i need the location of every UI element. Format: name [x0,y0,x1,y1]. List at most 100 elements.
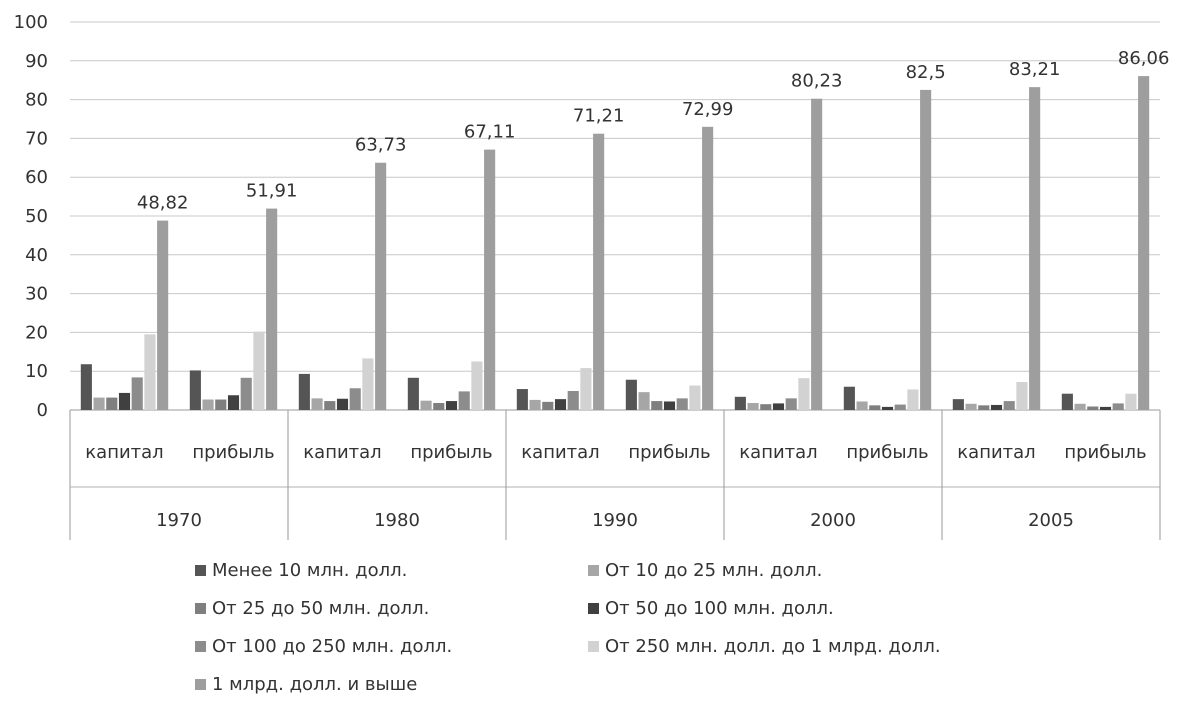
legend-swatch [195,603,206,614]
bar [240,377,252,410]
bar [407,377,419,410]
bar [1087,406,1099,410]
x-tick-label: капитал [303,442,381,463]
x-tick-label: капитал [739,442,817,463]
legend-swatch [588,641,599,652]
bar [965,403,977,410]
bar [1099,406,1112,410]
data-label: 72,99 [682,99,734,120]
bar [266,208,278,410]
bar [856,401,868,410]
bar [324,401,336,410]
legend-swatch [195,641,206,652]
bar [118,392,131,410]
y-tick-label: 80 [25,90,48,111]
bar [529,399,541,410]
bar [702,126,714,410]
bars [80,76,1150,411]
bar [1074,403,1086,410]
x-tick-label: прибыль [628,442,710,463]
y-tick-label: 90 [25,51,48,72]
x-axis: капитал прибыль капитал прибыль капитал прибы… [69,410,1161,540]
group-label: 2005 [1028,510,1074,531]
bar [484,149,496,410]
bar [554,399,567,410]
bar [734,396,746,410]
bar [189,370,201,410]
bar [1016,382,1028,410]
x-tick-label: прибыль [846,442,928,463]
bar [580,368,592,410]
bar [869,405,881,410]
bar [362,358,374,410]
bar [747,403,759,410]
legend-item: От 50 до 100 млн. долл. [588,598,834,619]
y-tick-label: 30 [25,284,48,305]
y-tick-label: 50 [25,206,48,227]
bar [131,377,143,410]
legend-label: От 100 до 250 млн. долл. [212,636,453,657]
bar [516,389,528,410]
bar [1003,401,1015,410]
bar [420,400,432,410]
legend-swatch [588,603,599,614]
bar [663,401,676,410]
group-label: 2000 [810,510,856,531]
legend-label: Менее 10 млн. долл. [212,560,408,581]
legend-item: 1 млрд. долл. и выше [195,674,417,695]
bar [798,378,810,410]
group-label: 1990 [592,510,638,531]
data-label: 82,5 [906,62,946,83]
bar [1125,393,1137,410]
legend-swatch [195,565,206,576]
y-tick-label: 70 [25,128,48,149]
y-tick-label: 40 [25,245,48,266]
x-tick-label: капитал [85,442,163,463]
x-tick-label: капитал [957,442,1035,463]
bar [1029,87,1041,410]
bar [458,391,470,410]
data-label: 51,91 [246,181,298,202]
bar [920,89,932,411]
bar [567,390,579,410]
bar [978,405,990,410]
data-label: 80,23 [791,71,843,92]
bar [772,403,785,410]
legend-label: 1 млрд. долл. и выше [212,674,418,695]
y-tick-label: 60 [25,167,48,188]
x-tick-label: прибыль [192,442,274,463]
bar [952,399,964,410]
legend-item: От 250 млн. долл. до 1 млрд. долл. [588,636,941,657]
gridlines [70,21,1160,411]
bar [349,388,361,410]
bar [542,401,554,410]
data-labels: 48,82 51,91 63,73 67,11 71,21 72,99 80,23 82,5 8… [137,48,1170,213]
bar [157,220,169,410]
bar [227,395,240,410]
y-tick-label: 0 [37,400,48,421]
data-label: 63,73 [355,135,407,156]
legend-label: От 10 до 25 млн. долл. [605,560,823,581]
bar [433,403,445,410]
bar [638,392,650,410]
bar [593,133,605,410]
x-tick-label: прибыль [410,442,492,463]
bar [80,364,92,410]
bar [811,98,823,410]
bar [215,399,227,410]
bar [1112,403,1124,410]
legend-label: От 250 млн. долл. до 1 млрд. долл. [605,636,941,657]
data-label: 67,11 [464,122,516,143]
y-tick-label: 10 [25,361,48,382]
legend-label: От 50 до 100 млн. долл. [605,598,834,619]
bar [907,389,919,410]
bar [445,401,458,410]
x-tick-label: капитал [521,442,599,463]
legend-item: Менее 10 млн. долл. [195,560,407,581]
bar [1061,393,1073,410]
bar-chart: 0 10 20 30 40 50 60 70 80 90 100 48,82 51,91 63,73 67… [14,12,1170,540]
y-tick-label: 100 [14,12,48,33]
bar [760,404,772,410]
data-label: 83,21 [1009,59,1061,80]
legend-label: От 25 до 50 млн. долл. [212,598,430,619]
